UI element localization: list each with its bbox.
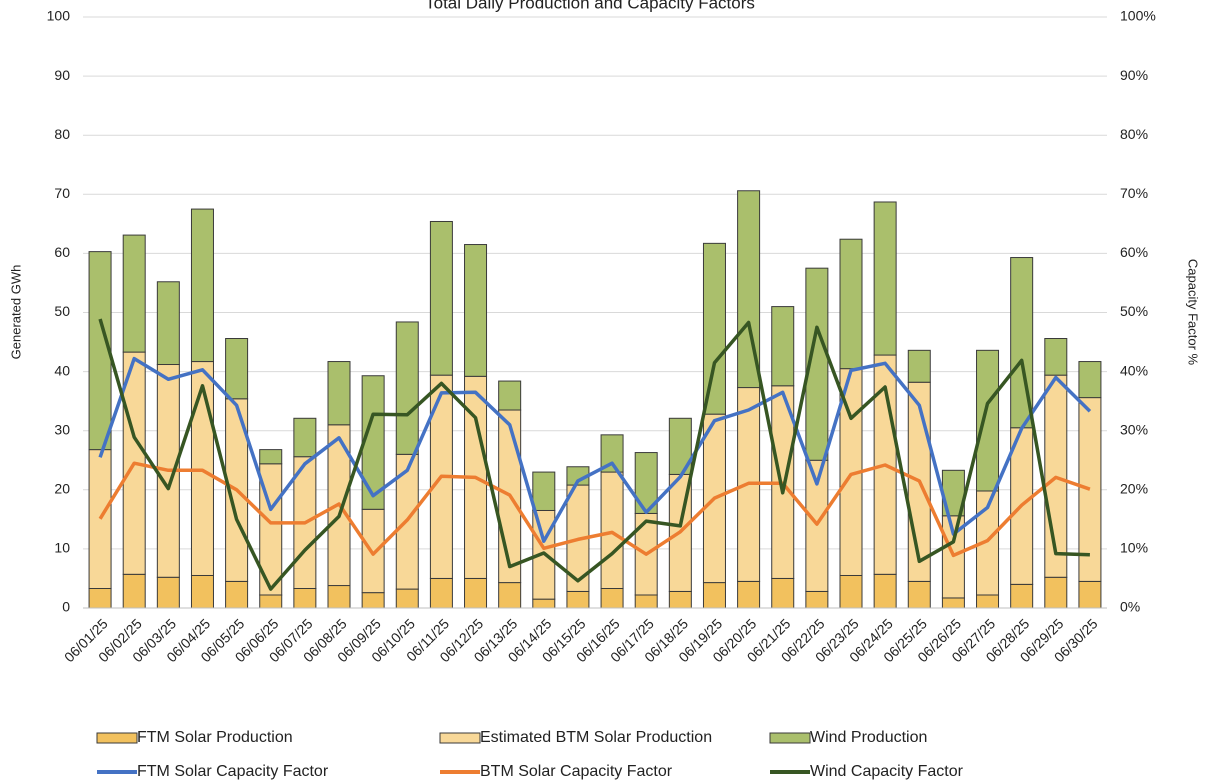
- bar-segment: [839, 574, 863, 609]
- bar-segment: [293, 417, 317, 458]
- y-tick-label: 70: [54, 185, 70, 201]
- y2-tick-label: 30%: [1120, 421, 1148, 437]
- bar-segment: [805, 267, 829, 461]
- y-tick-label: 10: [54, 540, 70, 556]
- bar-segment: [737, 580, 761, 609]
- bar-segment: [88, 587, 112, 609]
- line-series: [98, 356, 1092, 543]
- bar-segment: [771, 577, 795, 609]
- line-series: [98, 461, 1091, 558]
- legend-label: Wind Production: [810, 729, 927, 746]
- bar-segment: [1078, 580, 1102, 609]
- bar-segment: [941, 597, 965, 609]
- bar-segment: [634, 594, 658, 609]
- bar-segment: [600, 587, 624, 609]
- bar-segment: [361, 508, 385, 594]
- y2-tick-label: 80%: [1120, 126, 1148, 142]
- bar-segment: [395, 588, 419, 609]
- bar-segment: [737, 190, 761, 389]
- bar-segment: [668, 590, 692, 609]
- bar-segment: [361, 592, 385, 609]
- y-tick-label: 30: [54, 421, 70, 437]
- bar-segment: [702, 582, 726, 609]
- y-tick-label: 20: [54, 481, 70, 497]
- bar-segment: [532, 598, 556, 609]
- bar-segment: [873, 201, 897, 356]
- bar-segment: [88, 251, 112, 451]
- bar-segment: [429, 577, 453, 609]
- y-tick-label: 50: [54, 303, 70, 319]
- legend-swatch: [439, 732, 481, 744]
- y2-tick-label: 40%: [1120, 362, 1148, 378]
- bar-segment: [156, 281, 180, 366]
- bar-segment: [498, 380, 522, 411]
- bar-segment: [327, 585, 351, 609]
- y2-tick-label: 100%: [1120, 8, 1156, 24]
- bar-segment: [190, 208, 214, 363]
- bar-segment: [464, 577, 488, 609]
- bar-segment: [464, 244, 488, 377]
- bar-segment: [327, 361, 351, 426]
- y-axis-label: Generated GWh: [8, 265, 23, 360]
- legend-label: FTM Solar Capacity Factor: [137, 763, 329, 780]
- bar-segment: [88, 449, 112, 589]
- bar-segment: [600, 471, 624, 589]
- bar-segment: [566, 590, 590, 609]
- bar-segment: [190, 361, 214, 576]
- bar-segment: [805, 590, 829, 609]
- legend-swatch: [769, 732, 811, 744]
- bar-segment: [873, 573, 897, 609]
- y-tick-label: 40: [54, 362, 70, 378]
- legend-label: Wind Capacity Factor: [810, 763, 964, 780]
- bar-segment: [259, 594, 283, 609]
- bar-segment: [907, 580, 931, 609]
- bar-segment: [771, 306, 795, 387]
- y2-tick-label: 90%: [1120, 67, 1148, 83]
- legend-label: FTM Solar Production: [137, 729, 293, 746]
- y2-tick-label: 10%: [1120, 540, 1148, 556]
- bar-segment: [190, 574, 214, 609]
- bar-segment: [395, 321, 419, 455]
- y2-tick-label: 20%: [1120, 481, 1148, 497]
- bar-segment: [225, 580, 249, 609]
- bar-segment: [976, 349, 1000, 492]
- y-tick-label: 100: [47, 8, 71, 24]
- y-tick-label: 90: [54, 67, 70, 83]
- bar-segment: [122, 573, 146, 609]
- bar-segment: [259, 449, 283, 465]
- y2-axis-label: Capacity Factor %: [1186, 259, 1201, 366]
- bar-segment: [1078, 361, 1102, 399]
- bar-segment: [429, 220, 453, 376]
- bar-segment: [976, 594, 1000, 609]
- bar-segment: [293, 587, 317, 609]
- line-series: [98, 318, 1090, 591]
- legend-label: Estimated BTM Solar Production: [480, 729, 712, 746]
- bar-segment: [1010, 583, 1034, 609]
- bar-segment: [839, 238, 863, 370]
- y-tick-label: 80: [54, 126, 70, 142]
- bar-segment: [532, 471, 556, 511]
- legend-swatch: [96, 732, 138, 744]
- bar-segment: [156, 576, 180, 609]
- y2-tick-label: 0%: [1120, 599, 1140, 615]
- bar-segment: [122, 234, 146, 353]
- bar-segment: [225, 338, 249, 400]
- y2-tick-label: 70%: [1120, 185, 1148, 201]
- y2-tick-label: 50%: [1120, 303, 1148, 319]
- bar-segment: [702, 242, 726, 415]
- chart-title: Total Daily Production and Capacity Fact…: [425, 0, 755, 12]
- bar-segment: [1044, 338, 1068, 376]
- bar-segment: [600, 434, 624, 473]
- y-tick-label: 60: [54, 244, 70, 260]
- y-tick-label: 0: [62, 599, 70, 615]
- bar-segment: [1044, 576, 1068, 609]
- legend-label: BTM Solar Capacity Factor: [480, 763, 673, 780]
- bar-segment: [498, 582, 522, 609]
- y2-tick-label: 60%: [1120, 244, 1148, 260]
- bar-segment: [907, 349, 931, 383]
